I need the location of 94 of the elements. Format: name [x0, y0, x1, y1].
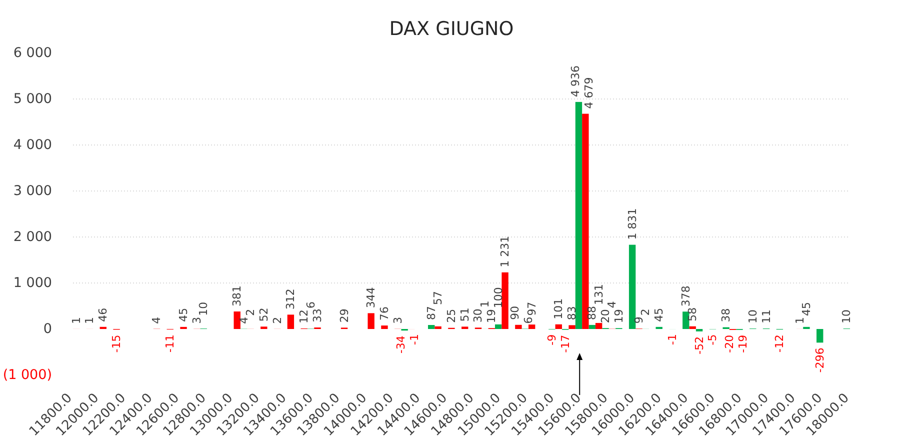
data-label: 6	[304, 301, 318, 308]
data-label: 9	[632, 316, 646, 324]
data-label: 100	[492, 287, 505, 308]
data-label: 51	[458, 308, 472, 322]
data-label: 29	[338, 308, 351, 323]
data-label: 1	[83, 316, 96, 324]
data-label: -296	[813, 348, 826, 373]
chart-title: DAX GIUGNO	[389, 18, 514, 40]
data-label: -9	[545, 334, 558, 346]
data-label: 3	[190, 316, 204, 324]
data-label: 2	[270, 316, 284, 324]
data-label: 1	[793, 316, 806, 324]
bar	[582, 114, 589, 329]
bar	[287, 314, 294, 329]
data-label: 10	[197, 302, 210, 316]
data-label: 11	[760, 309, 773, 324]
data-label: 4 679	[582, 77, 596, 109]
data-label: 33	[310, 308, 324, 322]
data-label: -52	[692, 336, 706, 354]
data-label: 83	[566, 306, 579, 320]
data-label: 4	[606, 301, 619, 308]
data-label: 2	[639, 308, 652, 316]
data-label: 58	[686, 307, 700, 322]
data-label: 10	[746, 310, 760, 324]
data-label: 1 831	[626, 208, 639, 240]
data-label: 20	[599, 309, 612, 324]
bar	[568, 325, 576, 329]
data-label: -1	[408, 334, 422, 346]
data-label: -15	[110, 334, 124, 353]
bar	[494, 324, 502, 329]
bar	[381, 326, 388, 329]
data-label: 101	[552, 298, 566, 320]
data-label: 10	[840, 310, 854, 324]
y-tick-label: 2 000	[13, 229, 52, 245]
data-label: 131	[592, 284, 606, 305]
y-tick-label: 6 000	[13, 45, 52, 61]
data-label: -12	[773, 334, 786, 353]
data-label: 378	[679, 286, 692, 307]
data-label: 25	[444, 308, 458, 323]
y-tick-label: 5 000	[13, 91, 52, 107]
data-label: 30	[472, 308, 485, 323]
y-tick-label: 4 000	[13, 137, 52, 153]
data-label: -17	[558, 334, 572, 353]
data-label: 45	[652, 308, 666, 322]
data-label: 312	[284, 288, 298, 310]
bar	[428, 325, 435, 329]
data-label: -34	[394, 336, 408, 354]
y-tick-label: (1 000)	[2, 367, 52, 383]
data-label: -11	[164, 334, 177, 352]
data-label: 2	[244, 308, 258, 316]
bar	[555, 324, 562, 329]
y-tick-label: 3 000	[13, 183, 52, 199]
bar	[234, 311, 240, 329]
bar	[816, 329, 824, 343]
bar	[575, 102, 582, 329]
bar	[588, 324, 596, 329]
data-label: 19	[612, 309, 626, 324]
data-label: 1 231	[498, 236, 512, 268]
data-label: 38	[720, 308, 733, 322]
bar	[595, 322, 602, 329]
data-label: 344	[364, 287, 378, 308]
bar	[689, 326, 696, 329]
data-label: 46	[96, 308, 110, 322]
data-label: 87	[424, 306, 438, 320]
data-label: 45	[177, 308, 190, 322]
data-label: 1	[478, 300, 492, 308]
data-label: -20	[722, 334, 736, 353]
data-label: 19	[485, 309, 498, 324]
data-label: 4	[237, 316, 250, 324]
data-label: 4 936	[568, 65, 582, 97]
bar	[528, 324, 536, 329]
bar	[502, 272, 508, 329]
bar	[628, 244, 636, 329]
data-label: 1	[70, 316, 83, 324]
data-label: 4	[150, 316, 164, 324]
data-label: -5	[706, 334, 720, 346]
y-tick-label: 0	[43, 321, 52, 337]
data-label: 90	[508, 306, 522, 320]
data-label: -19	[736, 334, 750, 353]
data-label: 12	[298, 309, 311, 324]
data-label: -1	[666, 334, 679, 346]
data-label: 88	[586, 306, 599, 320]
bar	[515, 324, 522, 329]
data-label: 381	[230, 285, 244, 306]
y-tick-label: 1 000	[13, 275, 52, 291]
data-label: 45	[800, 302, 813, 316]
data-label: 6	[522, 316, 536, 324]
data-label: 57	[432, 291, 445, 306]
bar	[434, 326, 442, 329]
data-label: 3	[391, 316, 404, 324]
data-label: 52	[257, 308, 270, 322]
data-label: 97	[525, 302, 538, 316]
bar	[368, 313, 374, 329]
data-label: 76	[378, 306, 391, 321]
